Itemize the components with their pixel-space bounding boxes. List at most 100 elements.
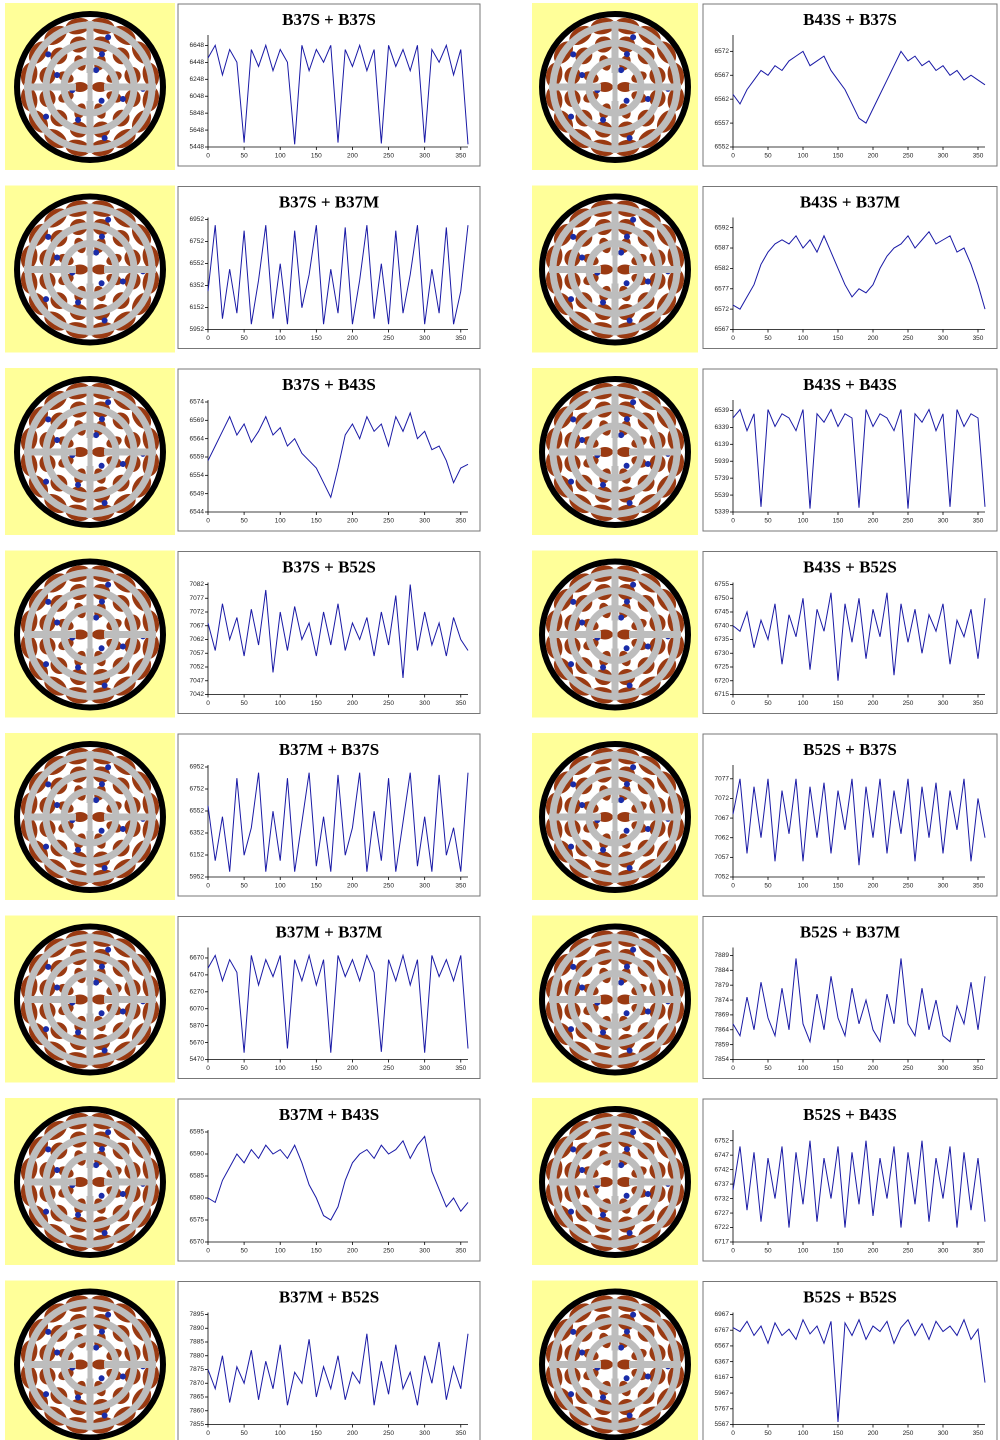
- y-tick-label: 6557: [715, 120, 730, 127]
- y-tick-label: 6048: [190, 93, 205, 100]
- y-tick-label: 6577: [715, 285, 730, 292]
- y-tick-label: 5648: [190, 127, 205, 134]
- x-tick-label: 150: [311, 335, 322, 342]
- y-tick-label: 6569: [190, 417, 205, 424]
- y-tick-label: 6367: [715, 1358, 730, 1365]
- panel: B52S + B37M78547859786478697874787978847…: [532, 916, 997, 1083]
- page: B37S + B37S54485648584860486248644866480…: [0, 0, 1000, 1440]
- x-tick-label: 300: [938, 1248, 949, 1255]
- chart-title: B37M + B37S: [279, 740, 379, 759]
- x-tick-label: 200: [347, 700, 358, 707]
- x-tick-label: 300: [419, 1065, 430, 1072]
- x-tick-label: 200: [868, 335, 879, 342]
- x-tick-label: 150: [311, 700, 322, 707]
- x-tick-label: 0: [206, 883, 210, 890]
- y-tick-label: 6595: [190, 1129, 205, 1136]
- rotor-diagram: [542, 1292, 688, 1438]
- x-tick-label: 300: [938, 883, 949, 890]
- x-tick-label: 250: [383, 1248, 394, 1255]
- y-tick-label: 6152: [190, 304, 205, 311]
- x-tick-label: 100: [798, 153, 809, 160]
- x-tick-label: 200: [868, 1430, 879, 1437]
- x-tick-label: 50: [764, 518, 772, 525]
- chart-title: B43S + B43S: [803, 375, 897, 394]
- y-tick-label: 6567: [715, 326, 730, 333]
- x-tick-label: 100: [798, 1248, 809, 1255]
- x-tick-label: 200: [868, 518, 879, 525]
- panel: B37M + B52S78557860786578707875788078857…: [5, 1281, 480, 1440]
- rotor-diagram: [17, 927, 163, 1073]
- panel: B43S + B37M65676572657765826587659205010…: [532, 186, 997, 353]
- y-tick-label: 6552: [190, 808, 205, 815]
- x-tick-label: 50: [764, 1065, 772, 1072]
- panel: B43S + B52S67156720672567306735674067456…: [532, 551, 997, 718]
- x-tick-label: 100: [275, 518, 286, 525]
- chart-title: B52S + B37S: [803, 740, 897, 759]
- x-tick-label: 50: [240, 700, 248, 707]
- x-tick-label: 350: [973, 1248, 984, 1255]
- x-tick-label: 150: [833, 518, 844, 525]
- x-tick-label: 250: [383, 1430, 394, 1437]
- x-tick-label: 150: [833, 883, 844, 890]
- x-tick-label: 0: [206, 1065, 210, 1072]
- y-tick-label: 7854: [715, 1056, 730, 1063]
- y-tick-label: 6585: [190, 1173, 205, 1180]
- y-tick-label: 5767: [715, 1406, 730, 1413]
- rotor-diagram: [542, 197, 688, 343]
- y-tick-label: 7860: [190, 1407, 205, 1414]
- panel: B52S + B43S67176722672767326737674267476…: [532, 1098, 997, 1265]
- x-tick-label: 250: [903, 883, 914, 890]
- y-tick-label: 6554: [190, 472, 205, 479]
- y-tick-label: 6967: [715, 1311, 730, 1318]
- x-tick-label: 250: [903, 335, 914, 342]
- y-tick-label: 6752: [190, 238, 205, 245]
- y-tick-label: 6742: [715, 1166, 730, 1173]
- x-tick-label: 250: [903, 153, 914, 160]
- y-tick-label: 7042: [190, 691, 205, 698]
- x-tick-label: 200: [868, 153, 879, 160]
- x-tick-label: 200: [347, 883, 358, 890]
- y-tick-label: 6747: [715, 1152, 730, 1159]
- chart-title: B37S + B43S: [282, 375, 376, 394]
- y-tick-label: 6572: [715, 48, 730, 55]
- x-tick-label: 350: [973, 335, 984, 342]
- x-tick-label: 150: [311, 1065, 322, 1072]
- y-tick-label: 6737: [715, 1181, 730, 1188]
- y-tick-label: 6248: [190, 76, 205, 83]
- x-tick-label: 50: [764, 153, 772, 160]
- x-tick-label: 250: [903, 1065, 914, 1072]
- x-tick-label: 250: [383, 518, 394, 525]
- x-tick-label: 300: [938, 518, 949, 525]
- x-tick-label: 50: [764, 1248, 772, 1255]
- x-tick-label: 0: [731, 883, 735, 890]
- x-tick-label: 0: [731, 1248, 735, 1255]
- y-tick-label: 6352: [190, 830, 205, 837]
- panel: B37M + B43S65706575658065856590659505010…: [5, 1098, 480, 1265]
- rotor-diagram: [542, 1109, 688, 1255]
- x-tick-label: 300: [938, 1430, 949, 1437]
- y-tick-label: 6572: [715, 306, 730, 313]
- y-tick-label: 6167: [715, 1374, 730, 1381]
- x-tick-label: 100: [798, 518, 809, 525]
- y-tick-label: 7067: [715, 815, 730, 822]
- chart-title: B43S + B37S: [803, 10, 897, 29]
- y-tick-label: 5670: [190, 1039, 205, 1046]
- x-tick-label: 200: [868, 700, 879, 707]
- y-tick-label: 6715: [715, 691, 730, 698]
- y-tick-label: 6750: [715, 595, 730, 602]
- y-tick-label: 7067: [190, 622, 205, 629]
- x-tick-label: 350: [973, 1430, 984, 1437]
- y-tick-label: 7895: [190, 1311, 205, 1318]
- chart-title: B52S + B37M: [800, 923, 900, 942]
- y-tick-label: 7884: [715, 967, 730, 974]
- y-tick-label: 7047: [190, 677, 205, 684]
- y-tick-label: 6722: [715, 1224, 730, 1231]
- x-tick-label: 350: [455, 700, 466, 707]
- chart-title: B37M + B37M: [276, 923, 383, 942]
- x-tick-label: 100: [798, 335, 809, 342]
- y-tick-label: 6725: [715, 664, 730, 671]
- y-tick-label: 6339: [715, 424, 730, 431]
- x-tick-label: 50: [240, 518, 248, 525]
- y-tick-label: 5539: [715, 492, 730, 499]
- y-tick-label: 6752: [190, 786, 205, 793]
